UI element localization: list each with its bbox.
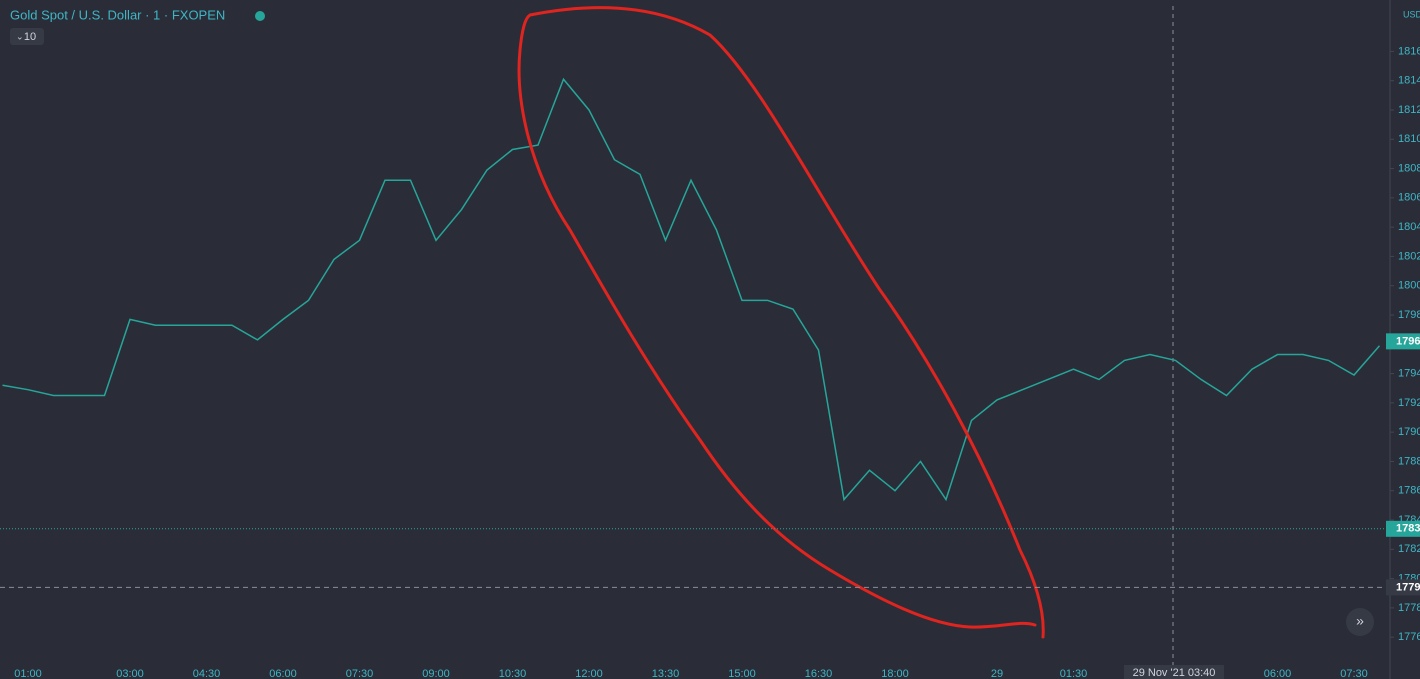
indicator-toggle[interactable] [10,28,44,45]
x-tick-label: 09:00 [422,668,450,679]
x-tick-label: 07:30 [1340,668,1368,679]
x-tick-label: 06:00 [269,668,297,679]
y-tick-label: 1800 [1398,280,1420,292]
x-tick-label: 12:00 [575,668,603,679]
price-label: 1783 [1396,523,1420,535]
price-label-box [1386,579,1420,596]
price-label-box [1386,520,1420,537]
x-tick-label: 16:30 [805,668,833,679]
y-tick-label: 1794 [1398,367,1420,379]
x-tick-label: 15:00 [728,668,756,679]
x-tick-label: 01:30 [1060,668,1088,679]
x-tick-label: 07:30 [346,668,374,679]
indicator-count: 10 [24,31,36,43]
price-label-box [1386,333,1420,350]
x-tick-label: 04:30 [193,668,221,679]
currency: USD [1403,9,1420,19]
scroll-icon: » [1356,613,1364,629]
x-tick-label: 06:00 [1264,668,1292,679]
chevron: ⌄ [16,31,24,41]
x-tick-label: 10:30 [499,668,527,679]
y-tick-label: 1798 [1398,309,1420,321]
x-tick-label: 03:00 [116,668,144,679]
price-label: 1796 [1396,335,1420,347]
scroll-button[interactable] [1346,608,1374,636]
x-tick-label: 29 [991,668,1003,679]
y-tick-label: 1810 [1398,133,1420,145]
annotation-ellipse [517,6,1045,639]
y-tick-label: 1792 [1398,397,1420,409]
y-tick-label: 1814 [1398,75,1420,87]
y-tick-label: 1804 [1398,221,1420,233]
crosshair-time: 29 Nov '21 03:40 [1133,667,1216,679]
y-tick-label: 1808 [1398,162,1420,174]
x-tick-label: 18:00 [881,668,909,679]
y-tick-label: 1816 [1398,45,1420,57]
y-tick-label: 1812 [1398,104,1420,116]
chart-title: Gold Spot / U.S. Dollar · 1 · FXOPEN [10,7,225,22]
y-tick-label: 1788 [1398,455,1420,467]
y-tick-label: 1802 [1398,250,1420,262]
price-label: 1779 [1396,581,1420,593]
y-tick-label: 1806 [1398,192,1420,204]
y-tick-label: 1778 [1398,602,1420,614]
y-tick-label: 1776 [1398,631,1420,643]
y-tick-label: 1790 [1398,426,1420,438]
x-tick-label: 01:00 [14,668,42,679]
crosshair-time-box [1124,665,1224,679]
y-tick-label: 1782 [1398,543,1420,555]
price-line [2,77,1381,502]
y-tick-label: 1786 [1398,485,1420,497]
x-tick-label: 13:30 [652,668,680,679]
status-dot [255,11,265,21]
